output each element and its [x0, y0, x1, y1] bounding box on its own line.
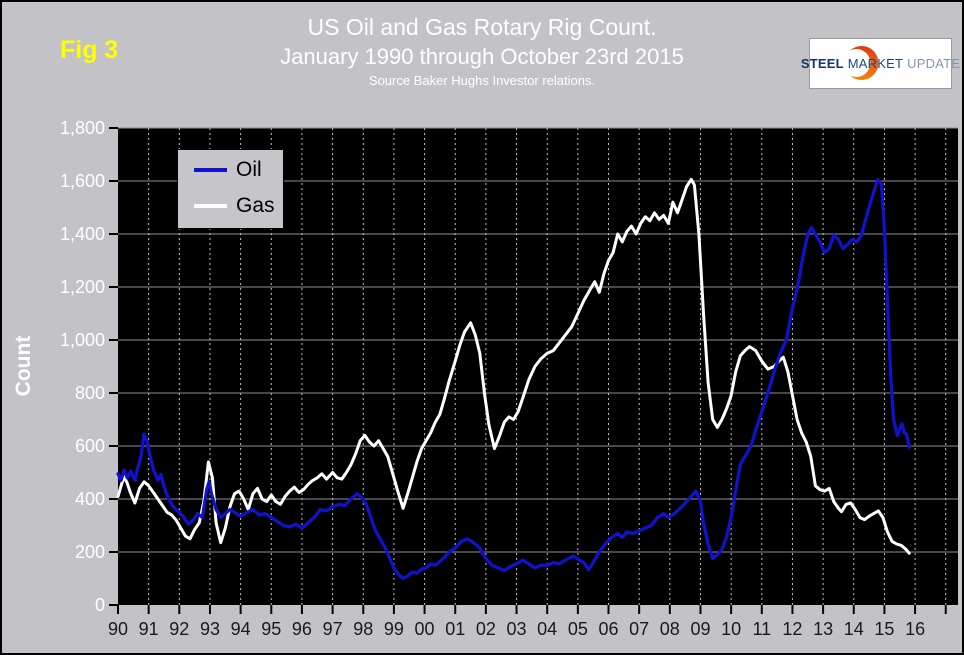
legend-item-gas: Gas: [194, 189, 283, 222]
oil-line-swatch: [194, 167, 227, 172]
chart-subtitle: January 1990 through October 23rd 2015: [280, 44, 684, 69]
svg-text:800: 800: [75, 383, 105, 403]
svg-text:02: 02: [476, 619, 496, 639]
svg-text:1,400: 1,400: [60, 224, 105, 244]
svg-text:1,600: 1,600: [60, 171, 105, 191]
svg-text:96: 96: [292, 619, 312, 639]
svg-text:90: 90: [108, 619, 128, 639]
svg-text:14: 14: [844, 619, 864, 639]
svg-text:0: 0: [95, 595, 105, 615]
svg-text:1,000: 1,000: [60, 330, 105, 350]
logo-word-steel: STEEL: [800, 56, 844, 71]
y-axis-title: Count: [12, 335, 35, 397]
figure-number-label: Fig 3: [60, 36, 119, 64]
svg-text:10: 10: [721, 619, 741, 639]
steel-market-update-logo: STEEL MARKET UPDATE: [801, 38, 960, 89]
gas-legend-label: Gas: [236, 193, 275, 217]
svg-text:08: 08: [660, 619, 680, 639]
svg-text:09: 09: [690, 619, 710, 639]
svg-text:15: 15: [874, 619, 894, 639]
svg-text:01: 01: [445, 619, 465, 639]
svg-text:92: 92: [169, 619, 189, 639]
oil-legend-label: Oil: [236, 157, 262, 181]
svg-text:93: 93: [200, 619, 220, 639]
svg-text:00: 00: [415, 619, 435, 639]
y-axis-labels: 0 200 400 600 800 1,000 1,200 1,400 1,600 1,800: [60, 118, 105, 615]
crescent-icon: [850, 46, 878, 80]
svg-text:600: 600: [75, 436, 105, 456]
svg-text:98: 98: [353, 619, 373, 639]
svg-text:200: 200: [75, 542, 105, 562]
svg-text:16: 16: [905, 619, 925, 639]
svg-text:400: 400: [75, 489, 105, 509]
x-axis-labels: 90 91 92 93 94 95 96 97 98 99 00 01 02 03 04 05 06 07 08 09…: [108, 619, 925, 639]
svg-text:1,200: 1,200: [60, 277, 105, 297]
svg-text:07: 07: [629, 619, 649, 639]
logo-text: STEEL MARKET UPDATE: [801, 56, 960, 71]
svg-text:11: 11: [752, 619, 771, 639]
legend-box: Oil Gas: [177, 149, 284, 229]
svg-text:97: 97: [323, 619, 343, 639]
svg-text:94: 94: [231, 619, 251, 639]
gas-series-line: [116, 177, 911, 555]
gas-line-swatch: [194, 203, 227, 208]
logo-word-market: MARKET: [847, 56, 904, 71]
svg-text:91: 91: [139, 619, 159, 639]
oil-series-line: [116, 178, 911, 581]
chart-source: Source Baker Hughs Investor relations.: [368, 73, 596, 88]
svg-text:1,800: 1,800: [60, 118, 105, 138]
axis-ticks: [109, 127, 947, 614]
legend-item-oil: Oil: [194, 153, 283, 186]
svg-text:04: 04: [537, 619, 557, 639]
svg-text:05: 05: [568, 619, 588, 639]
logo-word-update: UPDATE: [907, 56, 961, 71]
svg-text:99: 99: [384, 619, 404, 639]
svg-text:95: 95: [261, 619, 281, 639]
chart-title: US Oil and Gas Rotary Rig Count.: [307, 14, 657, 40]
svg-text:03: 03: [507, 619, 527, 639]
svg-text:12: 12: [782, 619, 802, 639]
svg-text:13: 13: [813, 619, 833, 639]
title-block: US Oil and Gas Rotary Rig Count. January…: [2, 12, 962, 90]
svg-text:06: 06: [598, 619, 618, 639]
